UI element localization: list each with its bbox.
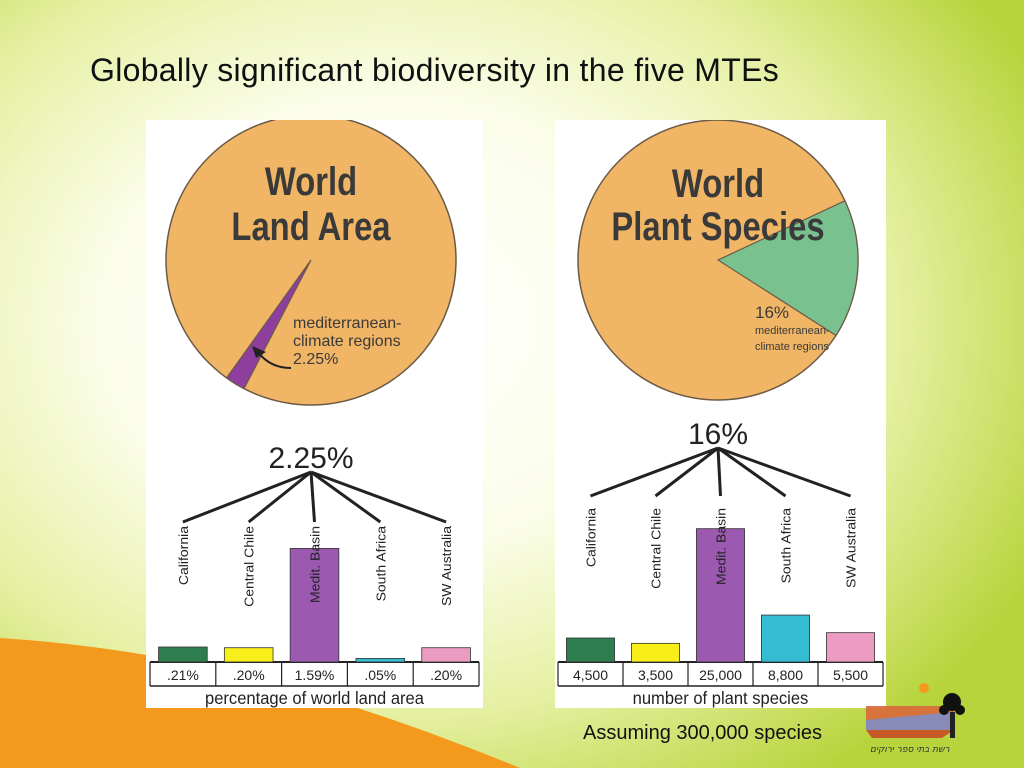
plant-species-panel: World Plant Species 16% mediterranean-clima…: [555, 120, 886, 708]
pie-title-line: World: [265, 159, 357, 204]
bar-value-label: .21%: [167, 667, 199, 683]
pie-slice-label: 16%: [755, 303, 789, 322]
bar: [158, 646, 208, 663]
assumption-caption: Assuming 300,000 species: [583, 722, 823, 744]
bar-fan-line: [182, 470, 312, 524]
pie-slice-label: mediterranean-: [293, 315, 402, 332]
bar-value-label: 1.59%: [295, 667, 335, 683]
pie-slice-label: 2.25%: [293, 351, 338, 368]
bar-fan-line: [654, 446, 719, 498]
pie-slice-rest: [165, 120, 457, 406]
bar-category-label: SW Australia: [440, 525, 454, 606]
slide-title: Globally significant biodiversity in the…: [90, 52, 780, 88]
bar-category-label: Central Chile: [242, 526, 256, 607]
bar-category-label: California: [584, 507, 598, 567]
bar: [826, 632, 875, 663]
bar: [631, 642, 680, 663]
bar-xlabel: number of plant species: [633, 687, 809, 708]
bar-value-label: 8,800: [768, 667, 803, 683]
bar-category-label: SW Australia: [844, 507, 858, 588]
pie-title-line: World: [672, 161, 764, 206]
bar-category-label: Medit. Basin: [308, 526, 322, 603]
bar: [566, 637, 615, 663]
bar: [223, 647, 274, 663]
bar: [761, 614, 810, 663]
bar-fan-line: [310, 470, 382, 524]
bar-total-label: 2.25%: [268, 442, 353, 475]
bar-value-label: .05%: [364, 667, 396, 683]
bar-category-label: Central Chile: [649, 508, 663, 589]
pie-slice-mediterranean: [716, 200, 859, 337]
bar-chart: 2.25% California .21% Central Chile .20% Medi…: [149, 442, 480, 708]
bar-fan-line: [309, 471, 316, 523]
bar-fan-line: [310, 470, 447, 524]
bar-value-label: 4,500: [573, 667, 608, 683]
bar-fan-line: [717, 446, 787, 498]
bar-value-label: 3,500: [638, 667, 673, 683]
logo-text: רשת בתי ספר ירוקים: [870, 745, 950, 755]
bar-value-label: 25,000: [699, 667, 742, 683]
bar-category-label: California: [176, 525, 190, 585]
pie-slice-label: mediterranean-: [755, 325, 830, 337]
pie-slice-label: climate regions: [293, 333, 401, 350]
bar-fan-line: [247, 470, 312, 524]
bar: [289, 548, 340, 663]
bar-category-label: South Africa: [779, 507, 793, 583]
bar: [696, 528, 745, 663]
bar-value-label: .20%: [233, 667, 265, 683]
pie-slice-mediterranean: [225, 259, 312, 390]
bar-total-label: 16%: [688, 418, 748, 451]
bar-fan-line: [717, 446, 852, 498]
bar-fan-line: [589, 446, 719, 498]
bar: [355, 658, 406, 663]
green-schools-logo: רשת בתי ספר ירוקים: [866, 683, 965, 755]
pie-label-arrowhead: [252, 346, 266, 358]
bar-value-label: .20%: [430, 667, 462, 683]
pie-title-line: Plant Species: [611, 204, 824, 249]
bar-category-label: South Africa: [374, 525, 388, 601]
land-area-panel: World Land Area mediterranean-climate regi…: [146, 120, 483, 708]
bar: [421, 647, 471, 663]
bar-chart: 16% California 4,500 Central Chile 3,500 Medi…: [557, 418, 884, 708]
pie-slice-label: climate regions: [755, 341, 829, 353]
pie-title-line: Land Area: [231, 204, 391, 249]
bar-fan-line: [716, 447, 722, 497]
bar-xlabel: percentage of world land area: [205, 687, 424, 708]
bar-value-label: 5,500: [833, 667, 868, 683]
bar-category-label: Medit. Basin: [714, 508, 728, 585]
